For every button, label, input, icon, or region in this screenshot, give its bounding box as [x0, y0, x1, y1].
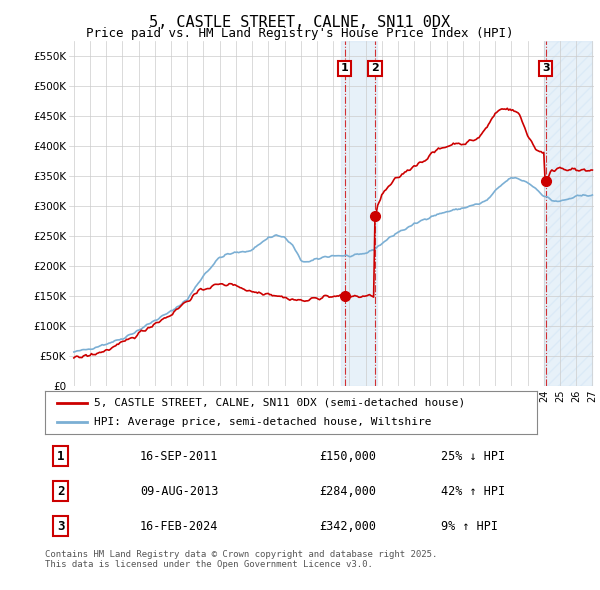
Text: 25% ↓ HPI: 25% ↓ HPI — [441, 450, 505, 463]
Text: 2: 2 — [57, 484, 65, 498]
Text: 16-SEP-2011: 16-SEP-2011 — [140, 450, 218, 463]
Text: 1: 1 — [341, 63, 349, 73]
Bar — [544, 41, 592, 386]
Text: 9% ↑ HPI: 9% ↑ HPI — [441, 520, 498, 533]
Text: 5, CASTLE STREET, CALNE, SN11 0DX (semi-detached house): 5, CASTLE STREET, CALNE, SN11 0DX (semi-… — [94, 398, 466, 408]
Text: Contains HM Land Registry data © Crown copyright and database right 2025.
This d: Contains HM Land Registry data © Crown c… — [45, 550, 437, 569]
Text: 3: 3 — [542, 63, 550, 73]
Text: 2: 2 — [371, 63, 379, 73]
Text: 1: 1 — [57, 450, 65, 463]
Text: 3: 3 — [57, 520, 65, 533]
Text: 09-AUG-2013: 09-AUG-2013 — [140, 484, 218, 498]
Bar — [341, 41, 377, 386]
Text: 16-FEB-2024: 16-FEB-2024 — [140, 520, 218, 533]
Text: Price paid vs. HM Land Registry's House Price Index (HPI): Price paid vs. HM Land Registry's House … — [86, 27, 514, 40]
Text: £284,000: £284,000 — [320, 484, 377, 498]
Text: £342,000: £342,000 — [320, 520, 377, 533]
Text: 5, CASTLE STREET, CALNE, SN11 0DX: 5, CASTLE STREET, CALNE, SN11 0DX — [149, 15, 451, 30]
Text: 42% ↑ HPI: 42% ↑ HPI — [441, 484, 505, 498]
Text: HPI: Average price, semi-detached house, Wiltshire: HPI: Average price, semi-detached house,… — [94, 417, 432, 427]
Text: £150,000: £150,000 — [320, 450, 377, 463]
